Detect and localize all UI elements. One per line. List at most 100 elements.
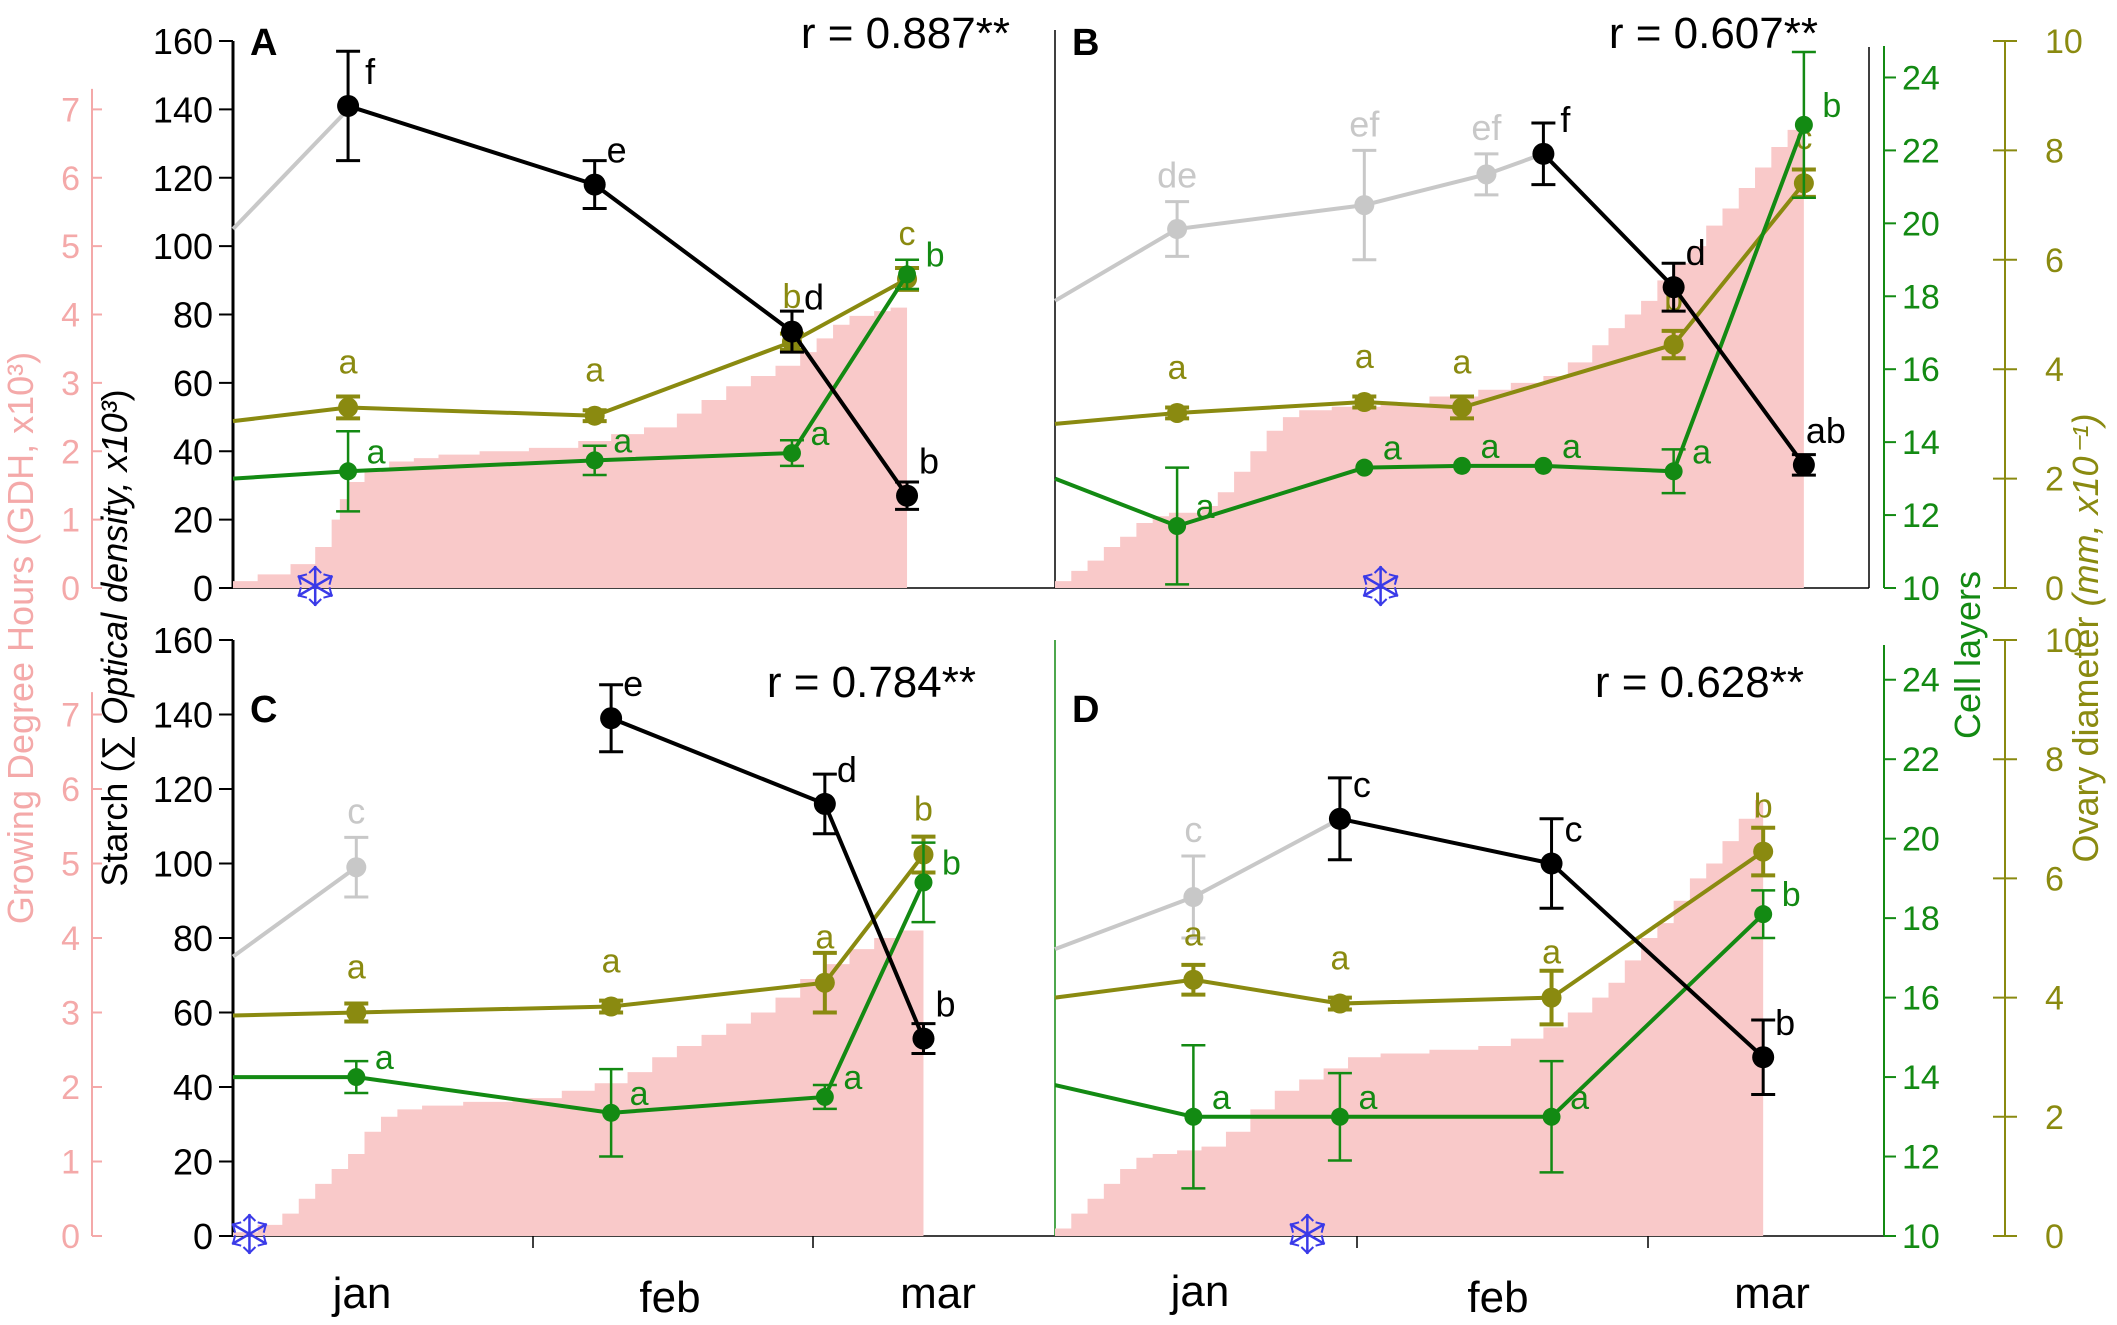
- ovary-point: [601, 996, 622, 1017]
- panel-letter: A: [250, 22, 277, 64]
- starch-tick-label: 20: [173, 500, 213, 541]
- snowflake-stroke: [242, 1246, 257, 1255]
- cells-point: [1542, 1107, 1561, 1126]
- starch-tick-label: 100: [153, 844, 213, 885]
- cells-tick-label: 12: [1902, 497, 1940, 535]
- starch-axis-title-pre: Starch (∑: [94, 725, 135, 887]
- starch-letter: b: [1775, 1002, 1795, 1043]
- cells-letter: a: [1570, 1079, 1589, 1117]
- starch-letter: c: [1353, 764, 1371, 805]
- cells-point: [602, 1103, 621, 1122]
- ovary-tick-label: 4: [2045, 351, 2064, 389]
- snowflake-stroke: [231, 1222, 268, 1246]
- snowflake-stroke: [297, 573, 308, 585]
- starch-line: [347, 104, 909, 497]
- starch-tick-label: 0: [193, 1216, 213, 1257]
- cells-point: [1168, 517, 1187, 536]
- starch-faded-letter: ef: [1471, 107, 1502, 148]
- gdh-tick-label: 5: [61, 846, 80, 884]
- starch-letter: d: [1686, 232, 1706, 273]
- ovary-tick-label: 6: [2045, 860, 2064, 898]
- ovary-point: [1167, 402, 1188, 423]
- ovary-letter: b: [914, 791, 933, 829]
- ovary-lead-line: [232, 405, 349, 424]
- starch-faded-letter: de: [1157, 155, 1197, 196]
- cells-lead-line: [1054, 1083, 1194, 1119]
- ovary-point: [584, 405, 605, 426]
- cells-tick-label: 14: [1902, 424, 1940, 462]
- snowflake-stroke: [231, 1221, 242, 1233]
- cells-tick-label: 20: [1902, 821, 1940, 859]
- starch-faded-line: [231, 865, 358, 959]
- starch-faded-point: [1183, 887, 1204, 908]
- ovary-letter: a: [1453, 343, 1472, 381]
- starch-tick-label: 40: [173, 1067, 213, 1108]
- starch-faded-letter: ef: [1349, 103, 1380, 144]
- cells-letter: b: [1822, 87, 1841, 125]
- ovary-letter: a: [347, 949, 366, 987]
- month-label-mar-left: mar: [900, 1269, 976, 1318]
- correlation-label: r = 0.607**: [1609, 9, 1818, 58]
- ovary-lead-line: [1054, 410, 1178, 426]
- month-label-feb-left: feb: [639, 1273, 700, 1322]
- snowflake-stroke: [1300, 1246, 1315, 1255]
- starch-faded-point: [346, 857, 367, 878]
- cells-letter: a: [1481, 428, 1500, 466]
- starch-faded-point: [1476, 164, 1497, 185]
- starch-faded-point: [1354, 195, 1375, 216]
- panel-letter: B: [1072, 22, 1099, 64]
- gdh-tick-label: 0: [61, 1218, 80, 1256]
- gdh-tick-label: 4: [61, 920, 80, 958]
- starch-faded-letter: c: [1184, 809, 1202, 850]
- starch-tick-label: 100: [153, 226, 213, 267]
- ovary-letter: a: [1542, 934, 1561, 972]
- ovary-tick-label: 8: [2045, 741, 2064, 779]
- starch-axis-title: Starch (∑ Optical density, x10³): [94, 389, 135, 886]
- gdh-tick-label: 6: [61, 160, 80, 198]
- snowflake-icon: [297, 565, 334, 607]
- cells-line: [356, 881, 926, 1115]
- starch-tick-label: 120: [153, 158, 213, 199]
- cells-line: [1176, 124, 1806, 528]
- ovary-tick-label: 0: [2045, 1218, 2064, 1256]
- cells-point: [585, 451, 604, 470]
- ovary-point: [1753, 841, 1774, 862]
- month-label-mar-right: mar: [1734, 1269, 1810, 1318]
- snowflake-stroke: [257, 1235, 268, 1247]
- ovary-point: [1452, 397, 1472, 418]
- cells-tick-label: 24: [1902, 662, 1940, 700]
- ovary-letter: a: [1184, 916, 1203, 954]
- starch-point: [1328, 807, 1351, 830]
- cells-tick-label: 16: [1902, 351, 1940, 389]
- starch-letter: f: [1560, 99, 1571, 140]
- starch-letter: ab: [1806, 410, 1846, 451]
- ovary-lead-line: [232, 1010, 357, 1018]
- gdh-axis-title: Growing Degree Hours (GDH, x10³): [0, 352, 41, 924]
- cells-tick-label: 14: [1902, 1059, 1940, 1097]
- snowflake-stroke: [323, 573, 333, 585]
- starch-letter: d: [804, 277, 824, 318]
- snowflake-icon: [1289, 1213, 1326, 1255]
- gdh-area: [233, 930, 924, 1236]
- snowflake-stroke: [1289, 1235, 1300, 1247]
- cells-point: [347, 1068, 366, 1087]
- gdh-tick-label: 5: [61, 228, 80, 266]
- starch-point: [896, 484, 919, 507]
- gdh-tick-label: 2: [61, 433, 80, 471]
- cells-tick-label: 10: [1902, 570, 1940, 608]
- gdh-tick-label: 4: [61, 297, 80, 335]
- ovary-letter: a: [1355, 338, 1374, 376]
- panel-letter: D: [1072, 689, 1099, 731]
- snowflake-stroke: [1362, 574, 1399, 598]
- starch-tick-label: 80: [173, 295, 213, 336]
- snowflake-stroke: [1362, 573, 1373, 585]
- cells-letter: a: [1212, 1079, 1231, 1117]
- ovary-letter: a: [1330, 940, 1349, 978]
- snowflake-stroke: [1315, 1235, 1326, 1247]
- cells-tick-label: 10: [1902, 1218, 1940, 1256]
- ovary-letter: a: [815, 919, 834, 957]
- panel-b: deefefaaabcaaaaabfdabBr = 0.607**: [1053, 9, 1846, 607]
- panel-d: c a a a b a a a b c c b Dr = 0.628**: [1054, 658, 1804, 1255]
- cells-axis-title: Cell layers: [1947, 571, 1988, 739]
- cells-tick-label: 20: [1902, 205, 1940, 243]
